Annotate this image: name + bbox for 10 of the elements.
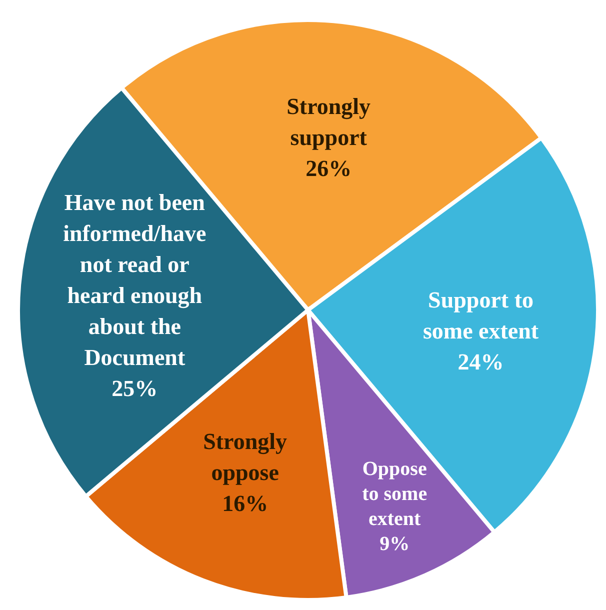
data-label: 26% [306, 156, 352, 181]
data-label: 16% [222, 490, 268, 516]
data-label: 24% [458, 349, 504, 374]
slice-label: Oppose to some extent [362, 458, 428, 530]
data-label: 9% [380, 532, 410, 555]
slice-label: Strongly support [286, 94, 372, 150]
slice-label: Strongly oppose [203, 428, 288, 485]
data-label: 25% [112, 375, 158, 400]
slice-label: Have not been informed/have not read or heard enough about the Document [63, 189, 206, 370]
slice-label: Support to some extent [422, 287, 539, 344]
